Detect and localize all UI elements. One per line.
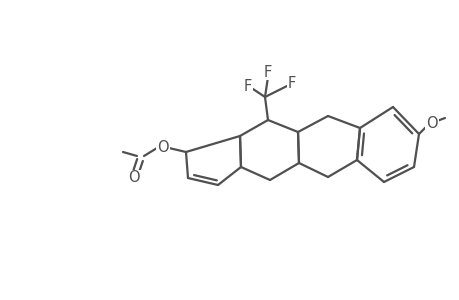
Text: F: F: [287, 76, 296, 91]
Text: O: O: [157, 140, 168, 155]
Text: O: O: [128, 170, 140, 185]
Text: O: O: [425, 116, 437, 131]
Text: F: F: [243, 79, 252, 94]
Text: F: F: [263, 64, 272, 80]
